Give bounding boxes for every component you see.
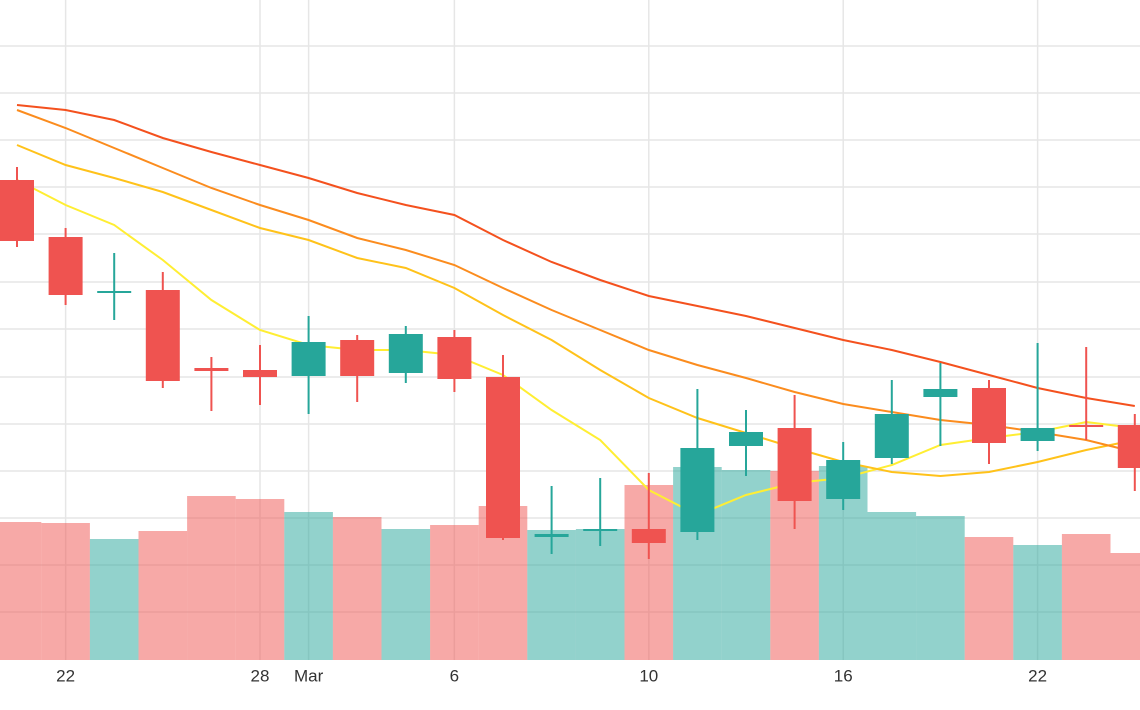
- candle-body: [291, 342, 326, 376]
- candle-body: [194, 368, 229, 371]
- x-tick-label: Mar: [294, 666, 324, 685]
- volume-bar: [41, 523, 90, 660]
- candle-body: [874, 414, 909, 458]
- volume-bar: [0, 522, 42, 660]
- x-tick-label: 16: [834, 666, 853, 685]
- candle-body: [0, 180, 34, 241]
- volume-bar: [721, 470, 771, 660]
- moving-average: [16, 144, 1136, 478]
- candle-body: [486, 377, 520, 538]
- volume-bar: [381, 529, 431, 660]
- candle-body: [777, 428, 812, 501]
- volume-bar: [1110, 553, 1140, 660]
- volume-bar: [235, 499, 285, 660]
- candle-body: [680, 448, 715, 532]
- x-tick-label: 22: [1028, 666, 1047, 685]
- volume-bar: [332, 517, 382, 660]
- candle-body: [1069, 425, 1104, 427]
- volume-bar: [964, 537, 1014, 660]
- volume-bar: [867, 512, 917, 660]
- volume-bar: [284, 512, 333, 660]
- candle-body: [923, 389, 958, 397]
- candle-body: [243, 370, 277, 377]
- x-tick-label: 10: [639, 666, 658, 685]
- candle-body: [1020, 428, 1055, 441]
- volume-bar: [575, 529, 625, 660]
- volume-bar: [187, 496, 236, 660]
- moving-average: [16, 179, 1135, 517]
- candle-body: [1117, 425, 1140, 468]
- candle-body: [729, 432, 763, 446]
- candle-body: [97, 291, 132, 293]
- candle-body: [437, 337, 472, 379]
- candle-body: [534, 534, 569, 537]
- moving-average: [16, 109, 1136, 453]
- volume-bar: [916, 516, 965, 660]
- candle-body: [145, 290, 180, 381]
- candle-body: [583, 529, 618, 531]
- candle-body: [826, 460, 861, 499]
- candle-body: [631, 529, 666, 543]
- candle-body: [48, 237, 83, 295]
- volume-bar: [1061, 534, 1111, 660]
- volume-bar: [138, 531, 188, 660]
- candle-body: [972, 388, 1006, 443]
- x-tick-label: 6: [450, 666, 459, 685]
- volume-bar: [430, 525, 479, 660]
- candle-body: [340, 340, 375, 376]
- x-tick-label: 22: [56, 666, 75, 685]
- volume-bar: [89, 539, 139, 660]
- moving-average: [16, 104, 1135, 407]
- x-tick-label: 28: [251, 666, 270, 685]
- candle-body: [388, 334, 423, 373]
- volume-bar: [1013, 545, 1062, 660]
